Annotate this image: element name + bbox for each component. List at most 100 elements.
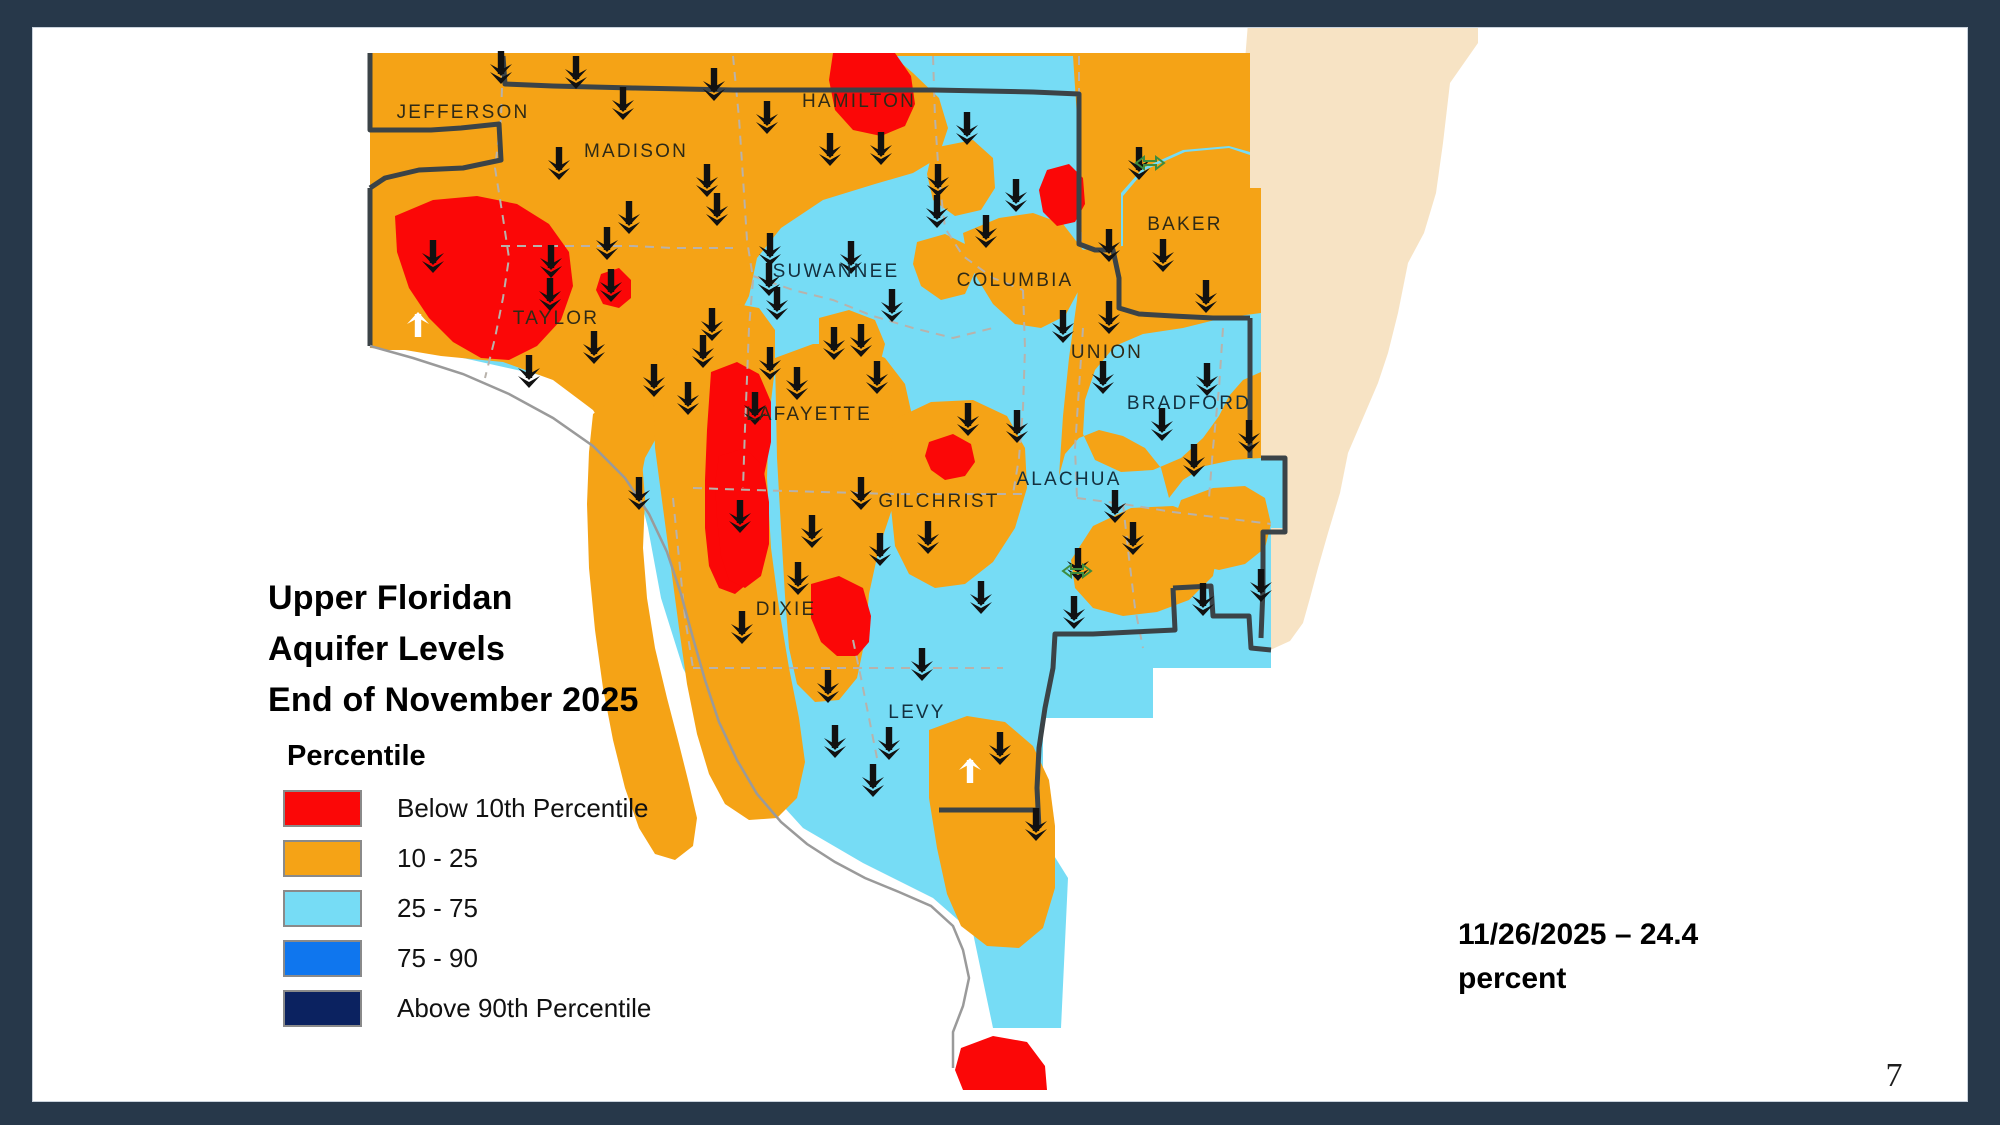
trend-arrow-down-icon xyxy=(759,347,781,380)
trend-arrow-down-icon xyxy=(1104,490,1126,523)
trend-arrow-down-icon xyxy=(565,56,587,89)
legend-label-below-10: Below 10th Percentile xyxy=(397,792,649,823)
trend-arrow-down-icon xyxy=(706,193,728,226)
trend-arrow-up-icon xyxy=(407,312,429,337)
trend-arrow-down-icon xyxy=(759,233,781,266)
trend-arrow-down-icon xyxy=(1052,310,1074,343)
trend-arrow-down-icon xyxy=(518,355,540,388)
trend-arrow-down-icon xyxy=(1183,444,1205,477)
title-line-2: Aquifer Levels xyxy=(268,630,506,668)
trend-arrow-down-icon xyxy=(1196,363,1218,396)
trend-arrow-down-icon xyxy=(956,112,978,145)
legend-label-75-90: 75 - 90 xyxy=(397,942,478,973)
county-label-levy: LEVY xyxy=(888,702,945,723)
county-label-dixie: DIXIE xyxy=(756,599,817,620)
legend-item-25-75: 25 - 75 xyxy=(283,883,803,933)
legend-item-75-90: 75 - 90 xyxy=(283,933,803,983)
trend-arrow-down-icon xyxy=(840,241,862,274)
title-line-1: Upper Floridan xyxy=(268,579,513,617)
summary-line-2: percent xyxy=(1458,962,1567,995)
county-label-suwannee: SUWANNEE xyxy=(773,261,900,282)
county-label-gilchrist: GILCHRIST xyxy=(878,491,999,512)
map-figure: JEFFERSON MADISON HAMILTON SUWANNEE COLUMBIA… xyxy=(33,28,1967,1101)
trend-arrow-down-icon xyxy=(850,477,872,510)
trend-arrow-down-icon xyxy=(540,245,562,278)
trend-arrow-down-icon xyxy=(643,364,665,397)
trend-arrow-down-icon xyxy=(701,308,723,341)
trend-arrow-down-icon xyxy=(817,670,839,703)
legend-swatch-10-25 xyxy=(283,839,362,877)
trend-arrow-down-icon xyxy=(850,324,872,357)
below-10th-percentile-region xyxy=(395,53,1085,1090)
trend-arrow-down-icon xyxy=(870,132,892,165)
trend-arrow-down-icon xyxy=(1025,808,1047,841)
trend-arrow-down-icon xyxy=(729,500,751,533)
trend-arrow-down-icon xyxy=(1195,280,1217,313)
trend-arrow-down-icon xyxy=(1098,301,1120,334)
trend-arrow-down-icon xyxy=(422,240,444,273)
coastline xyxy=(369,344,971,1068)
legend-label-10-25: 10 - 25 xyxy=(397,842,478,873)
trend-arrow-down-icon xyxy=(600,269,622,302)
county-label-hamilton: HAMILTON xyxy=(802,91,916,112)
trend-arrow-down-icon xyxy=(970,581,992,614)
county-label-alachua: ALACHUA xyxy=(1016,469,1121,490)
trend-arrow-down-icon xyxy=(1238,420,1260,453)
trend-arrow-down-icon xyxy=(819,133,841,166)
trend-arrow-down-icon xyxy=(824,725,846,758)
county-label-union: UNION xyxy=(1071,342,1143,363)
trend-arrow-down-icon xyxy=(766,287,788,320)
title-line-3: End of November 2025 xyxy=(268,681,639,719)
trend-arrow-down-icon xyxy=(881,289,903,322)
trend-arrow-down-icon xyxy=(1006,410,1028,443)
county-label-lafayette: LAFAYETTE xyxy=(746,404,872,425)
trend-arrow-down-icon xyxy=(756,101,778,134)
legend-label-25-75: 25 - 75 xyxy=(397,892,478,923)
trend-arrow-down-icon xyxy=(866,361,888,394)
page-title: Upper Floridan Aquifer Levels End of Nov… xyxy=(268,573,888,726)
trend-arrow-down-icon xyxy=(911,648,933,681)
trend-arrow-down-icon xyxy=(917,521,939,554)
trend-arrow-nochange-icon xyxy=(1061,563,1093,579)
legend-item-below-10: Below 10th Percentile xyxy=(283,783,803,833)
trend-arrow-down-icon xyxy=(957,403,979,436)
trend-arrow-down-icon xyxy=(786,367,808,400)
slide-canvas: JEFFERSON MADISON HAMILTON SUWANNEE COLUMBIA… xyxy=(33,28,1967,1101)
trend-arrow-down-icon xyxy=(548,147,570,180)
county-label-madison: MADISON xyxy=(584,141,688,162)
county-label-columbia: COLUMBIA xyxy=(957,270,1074,291)
trend-arrow-down-icon xyxy=(1098,229,1120,262)
trend-arrow-down-icon xyxy=(703,68,725,101)
trend-arrow-down-icon xyxy=(787,562,809,595)
trend-arrow-down-icon xyxy=(989,732,1011,765)
trend-arrow-down-icon xyxy=(878,727,900,760)
trend-arrow-down-icon xyxy=(677,382,699,415)
trend-arrow-down-icon xyxy=(758,263,780,296)
county-label-jefferson: JEFFERSON xyxy=(397,102,530,123)
trend-arrow-down-icon xyxy=(869,533,891,566)
trend-arrow-down-icon xyxy=(1151,408,1173,441)
legend-item-above-90: Above 90th Percentile xyxy=(283,983,803,1033)
legend-swatch-above-90 xyxy=(283,989,362,1027)
legend-swatch-below-10 xyxy=(283,789,362,827)
trend-arrow-down-icon xyxy=(692,335,714,368)
outside-district-region xyxy=(1240,28,1478,655)
county-label-bradford: BRADFORD xyxy=(1127,393,1251,414)
trend-arrow-nochange-icon xyxy=(1134,155,1166,171)
trend-arrow-down-icon xyxy=(618,201,640,234)
trend-arrow-down-icon xyxy=(862,764,884,797)
trend-arrow-down-icon xyxy=(696,164,718,197)
trend-arrow-down-icon xyxy=(628,477,650,510)
trend-arrow-down-icon xyxy=(801,515,823,548)
summary-line-1: 11/26/2025 – 24.4 xyxy=(1458,918,1699,951)
map-legend: Percentile Below 10th Percentile 10 - 25… xyxy=(283,740,803,1033)
trend-arrow-down-icon xyxy=(539,278,561,311)
trend-arrow-down-icon xyxy=(1063,596,1085,629)
trend-arrow-down-icon xyxy=(926,195,948,228)
trend-arrow-down-icon xyxy=(1092,361,1114,394)
trend-arrow-down-icon xyxy=(490,51,512,84)
trend-arrow-up-icon xyxy=(959,758,981,783)
trend-arrow-layer xyxy=(407,51,1272,841)
trend-arrow-down-icon xyxy=(1152,239,1174,272)
